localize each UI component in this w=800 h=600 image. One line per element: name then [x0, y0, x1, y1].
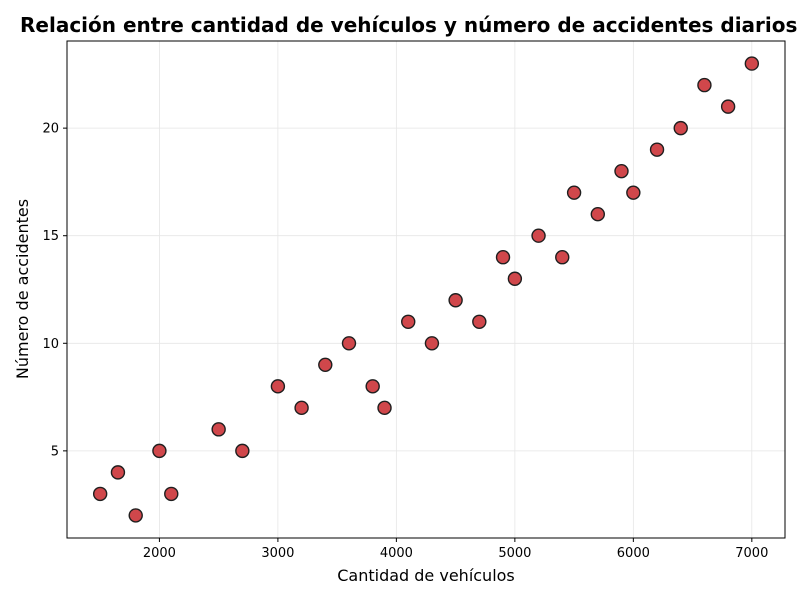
- x-tick-label: 7000: [735, 546, 768, 561]
- chart-title: Relación entre cantidad de vehículos y n…: [20, 13, 797, 37]
- y-tick-label: 20: [42, 122, 59, 137]
- scatter-point: [472, 314, 487, 329]
- plot-frame: [66, 40, 786, 539]
- scatter-point: [555, 250, 570, 265]
- scatter-point: [128, 508, 143, 523]
- scatter-point: [401, 314, 416, 329]
- x-tick-label: 6000: [617, 546, 650, 561]
- scatter-point: [673, 120, 688, 136]
- scatter-point: [318, 357, 333, 373]
- x-axis-label: Cantidad de vehículos: [337, 566, 515, 585]
- scatter-point: [152, 443, 167, 459]
- y-tick-label: 10: [42, 337, 59, 352]
- x-tick-label: 3000: [261, 546, 294, 561]
- x-tick-label: 5000: [498, 546, 531, 561]
- scatter-point: [365, 379, 380, 394]
- scatter-point: [341, 336, 357, 351]
- scatter-point: [566, 185, 582, 200]
- scatter-point: [531, 228, 546, 243]
- scatter-point: [424, 336, 440, 351]
- scatter-point: [744, 56, 760, 71]
- scatter-point: [649, 142, 665, 157]
- scatter-point: [235, 443, 250, 459]
- scatter-point: [590, 206, 605, 222]
- data-points: [92, 56, 760, 523]
- x-tick-label: 4000: [380, 546, 413, 561]
- y-tick-label: 5: [51, 444, 59, 459]
- scatter-point: [270, 379, 286, 394]
- scatter-point: [164, 486, 179, 502]
- scatter-point: [377, 400, 392, 416]
- y-axis-label: Número de accidentes: [13, 199, 32, 379]
- scatter-point: [614, 163, 629, 179]
- scatter-point: [507, 271, 523, 286]
- scatter-point: [92, 486, 108, 502]
- scatter-point: [110, 465, 126, 480]
- y-tick-label: 15: [42, 229, 59, 244]
- axis-ticks: 2000 3000 4000 5000 6000 7000 5 10 15 20: [42, 122, 768, 561]
- scatter-point: [294, 400, 309, 416]
- x-tick-label: 2000: [143, 546, 176, 561]
- scatter-point: [211, 422, 226, 437]
- scatter-point: [626, 185, 641, 200]
- scatter-point: [697, 77, 712, 93]
- grid: [67, 41, 785, 538]
- scatter-point: [448, 293, 463, 308]
- scatter-point: [720, 99, 736, 114]
- scatter-point: [495, 250, 511, 265]
